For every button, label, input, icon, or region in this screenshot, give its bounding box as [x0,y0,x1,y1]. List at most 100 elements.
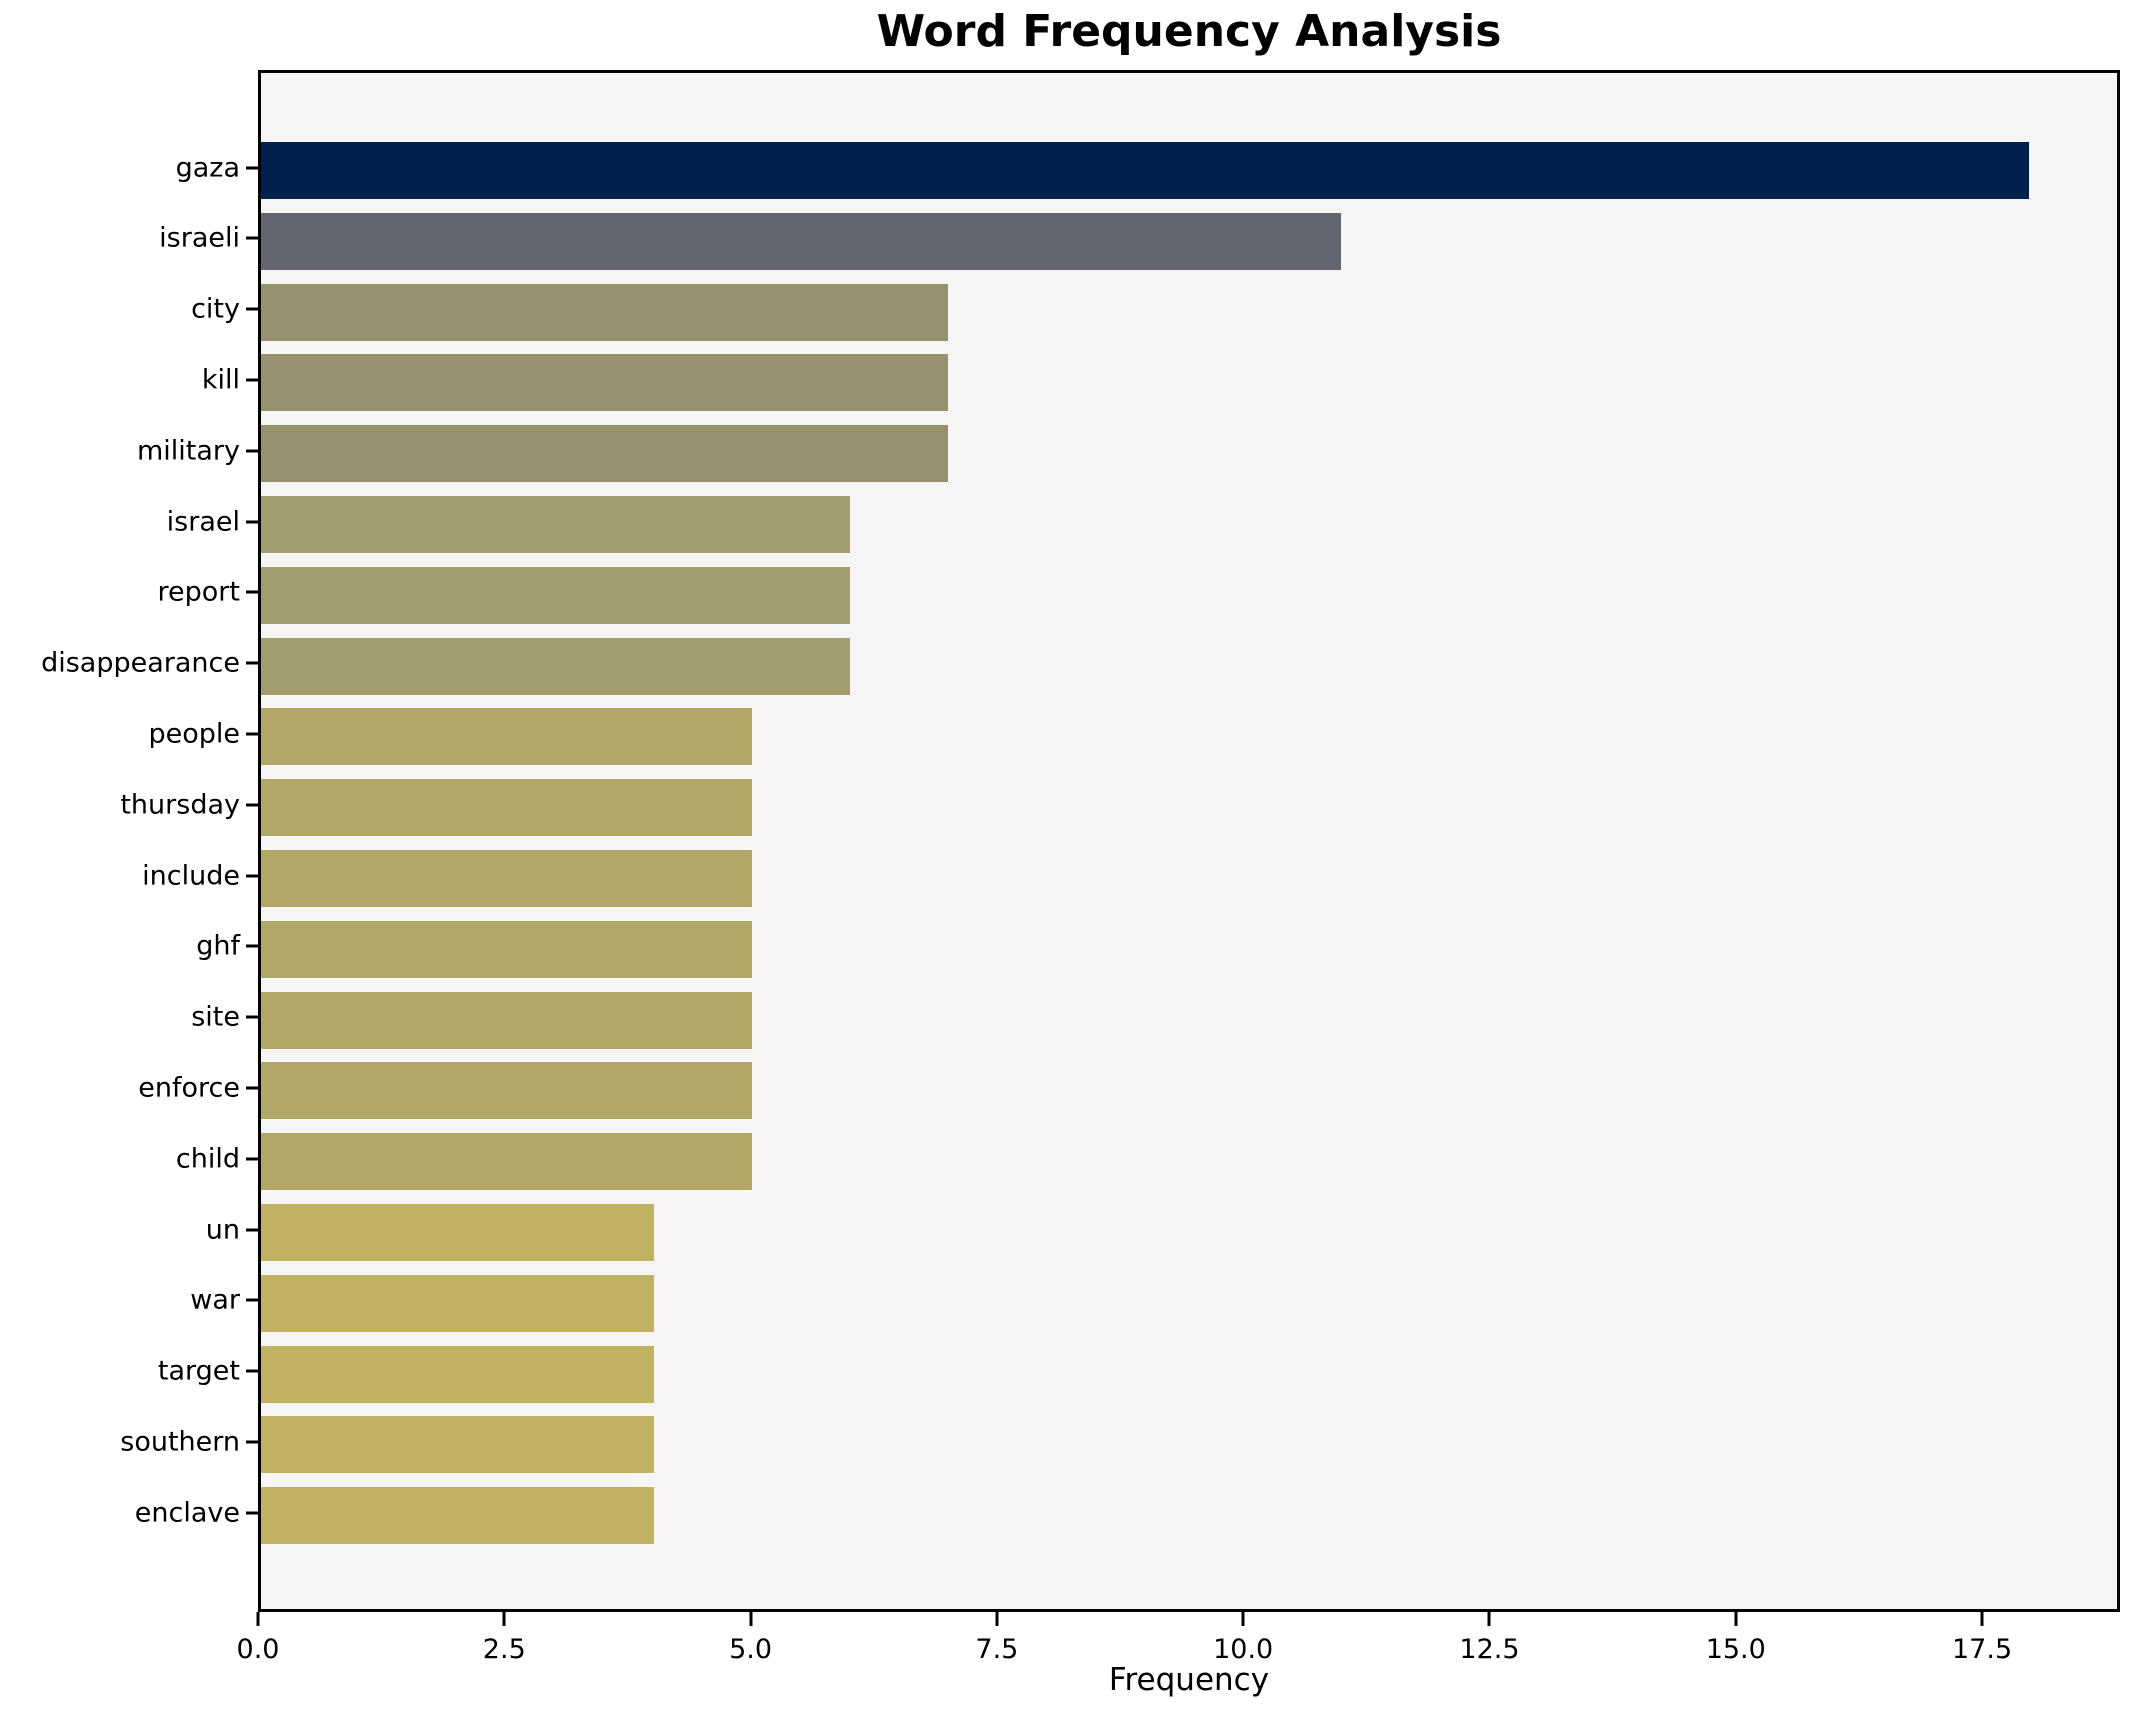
bar-thursday [261,779,752,837]
y-axis: gaza israeli city kill military israel report d… [0,70,258,1612]
bars-container [261,73,2117,1609]
bar-gaza [261,142,2029,199]
bar-ghf [261,920,752,978]
y-tick-label-disappearance: disappearance [41,647,240,679]
y-tick-mark [246,1086,258,1090]
x-tick-mark [1734,1612,1738,1626]
bar-disappearance [261,637,851,695]
x-tick-mark [1241,1612,1245,1626]
bar-row [261,425,2117,483]
bar-row [261,1204,2117,1261]
x-tick-label-15.0: 15.0 [1705,1634,1766,1665]
bar-row [261,637,2117,695]
y-tick-mark [246,1369,258,1373]
bar-row [261,1062,2117,1120]
bar-southern [261,1416,654,1474]
x-tick-label-10.0: 10.0 [1213,1634,1274,1665]
plot-area [258,70,2120,1612]
y-tick-mark [246,1015,258,1019]
x-tick-label-0.0: 0.0 [236,1634,280,1665]
y-tick-mark [246,307,258,311]
x-tick-mark [502,1612,506,1626]
bar-row [261,142,2117,199]
x-tick-label-17.5: 17.5 [1952,1634,2013,1665]
y-tick-mark [246,732,258,736]
bar-row [261,496,2117,553]
bar-row [261,920,2117,978]
bar-row [261,1345,2117,1403]
bar-row [261,850,2117,907]
y-tick-mark [246,1440,258,1444]
y-tick-label-child: child [175,1143,240,1175]
y-tick-mark [246,590,258,594]
y-tick-label-enclave: enclave [134,1497,240,1529]
y-tick-label-southern: southern [120,1426,240,1458]
y-tick-mark [246,520,258,523]
y-tick-label-kill: kill [201,364,240,396]
bar-row [261,991,2117,1049]
y-tick-mark [246,1298,258,1302]
y-tick-mark [246,803,258,807]
bar-kill [261,354,949,412]
y-tick-label-war: war [190,1284,240,1316]
x-tick-label-12.5: 12.5 [1459,1634,1520,1665]
y-tick-mark [246,378,258,382]
x-axis-label: Frequency [1108,1662,1270,1698]
bar-site [261,991,752,1049]
x-tick-label-2.5: 2.5 [482,1634,526,1665]
bar-enclave [261,1487,654,1545]
bar-row [261,212,2117,270]
bar-row [261,1133,2117,1191]
bar-enforce [261,1062,752,1120]
bar-target [261,1345,654,1403]
y-tick-label-enforce: enforce [138,1072,240,1104]
y-tick-label-target: target [157,1355,240,1387]
chart-title: Word Frequency Analysis [876,6,1502,57]
y-tick-label-israel: israel [166,506,240,537]
x-tick-mark [1487,1612,1491,1626]
bar-row [261,779,2117,837]
x-tick-label-7.5: 7.5 [975,1634,1019,1665]
bar-israel [261,496,851,553]
y-tick-mark [246,166,258,169]
x-tick-mark [1980,1612,1984,1626]
bar-include [261,850,752,907]
y-tick-mark [246,236,258,240]
y-tick-mark [246,449,258,453]
x-tick-label-5.0: 5.0 [729,1634,773,1665]
bar-un [261,1204,654,1261]
bar-people [261,708,752,766]
y-tick-mark [246,1228,258,1231]
bar-row [261,1416,2117,1474]
x-tick-mark [995,1612,999,1626]
y-tick-mark [246,661,258,665]
y-tick-mark [246,1157,258,1161]
x-tick-mark [256,1612,260,1626]
y-tick-label-un: un [205,1214,240,1245]
y-tick-label-israeli: israeli [159,222,240,254]
bar-row [261,566,2117,624]
bar-military [261,425,949,483]
bar-row [261,1274,2117,1332]
bar-row [261,1487,2117,1545]
y-tick-label-report: report [157,576,240,608]
y-tick-label-gaza: gaza [175,152,240,183]
y-tick-label-city: city [191,293,240,325]
bar-row [261,354,2117,412]
y-tick-label-site: site [191,1001,240,1033]
y-tick-mark [246,944,258,948]
y-tick-mark [246,1511,258,1515]
bar-city [261,283,949,341]
y-tick-mark [246,874,258,877]
bar-israeli [261,212,1342,270]
y-tick-label-military: military [136,435,240,467]
bar-report [261,566,851,624]
bar-child [261,1133,752,1191]
x-axis: 0.0 2.5 5.0 7.5 10.0 12.5 15.0 17.5 [237,1612,2120,1682]
x-tick-mark [749,1612,753,1626]
bar-war [261,1274,654,1332]
y-tick-label-thursday: thursday [120,789,240,821]
y-tick-label-include: include [142,860,240,891]
bar-row [261,283,2117,341]
